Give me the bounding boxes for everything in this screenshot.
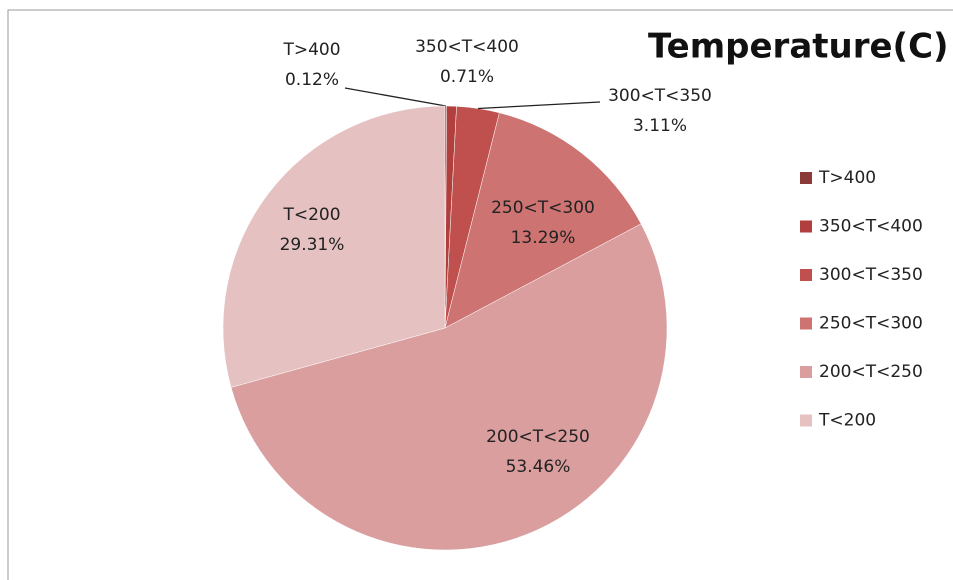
slice-value-label: 3.11% (633, 116, 687, 136)
slice-label: T<200 (282, 205, 340, 225)
legend-swatch (800, 269, 812, 281)
slice-label: T>400 (282, 40, 340, 60)
leader-line (478, 101, 601, 110)
legend-swatch (800, 366, 812, 378)
legend-label: T<200 (818, 411, 876, 431)
legend-label: 300<T<350 (819, 265, 923, 285)
slice-label: 300<T<350 (608, 86, 712, 106)
pie-slice (230, 223, 668, 551)
slice-value-label: 13.29% (511, 228, 576, 248)
pie-slice (222, 105, 446, 388)
legend-swatch (800, 317, 812, 330)
leader-line (344, 87, 446, 107)
legend-swatch (800, 172, 812, 184)
legend-label: 200<T<250 (819, 362, 923, 382)
legend-label: 350<T<400 (819, 217, 923, 237)
slice-value-label: 0.12% (285, 70, 339, 90)
pie-slice (444, 112, 642, 329)
slice-value-label: 53.46% (506, 457, 571, 477)
slice-label: 200<T<250 (486, 427, 590, 447)
chart-title: Temperature(C) (648, 27, 949, 67)
legend-swatch (800, 414, 812, 427)
legend-swatch (800, 220, 812, 233)
slice-value-label: 29.31% (280, 235, 345, 255)
slice-label: 350<T<400 (415, 37, 519, 57)
legend-label: 250<T<300 (819, 314, 923, 334)
slice-value-label: 0.71% (440, 67, 494, 87)
slice-label: 250<T<300 (491, 198, 595, 218)
legend-label: T>400 (818, 168, 876, 188)
